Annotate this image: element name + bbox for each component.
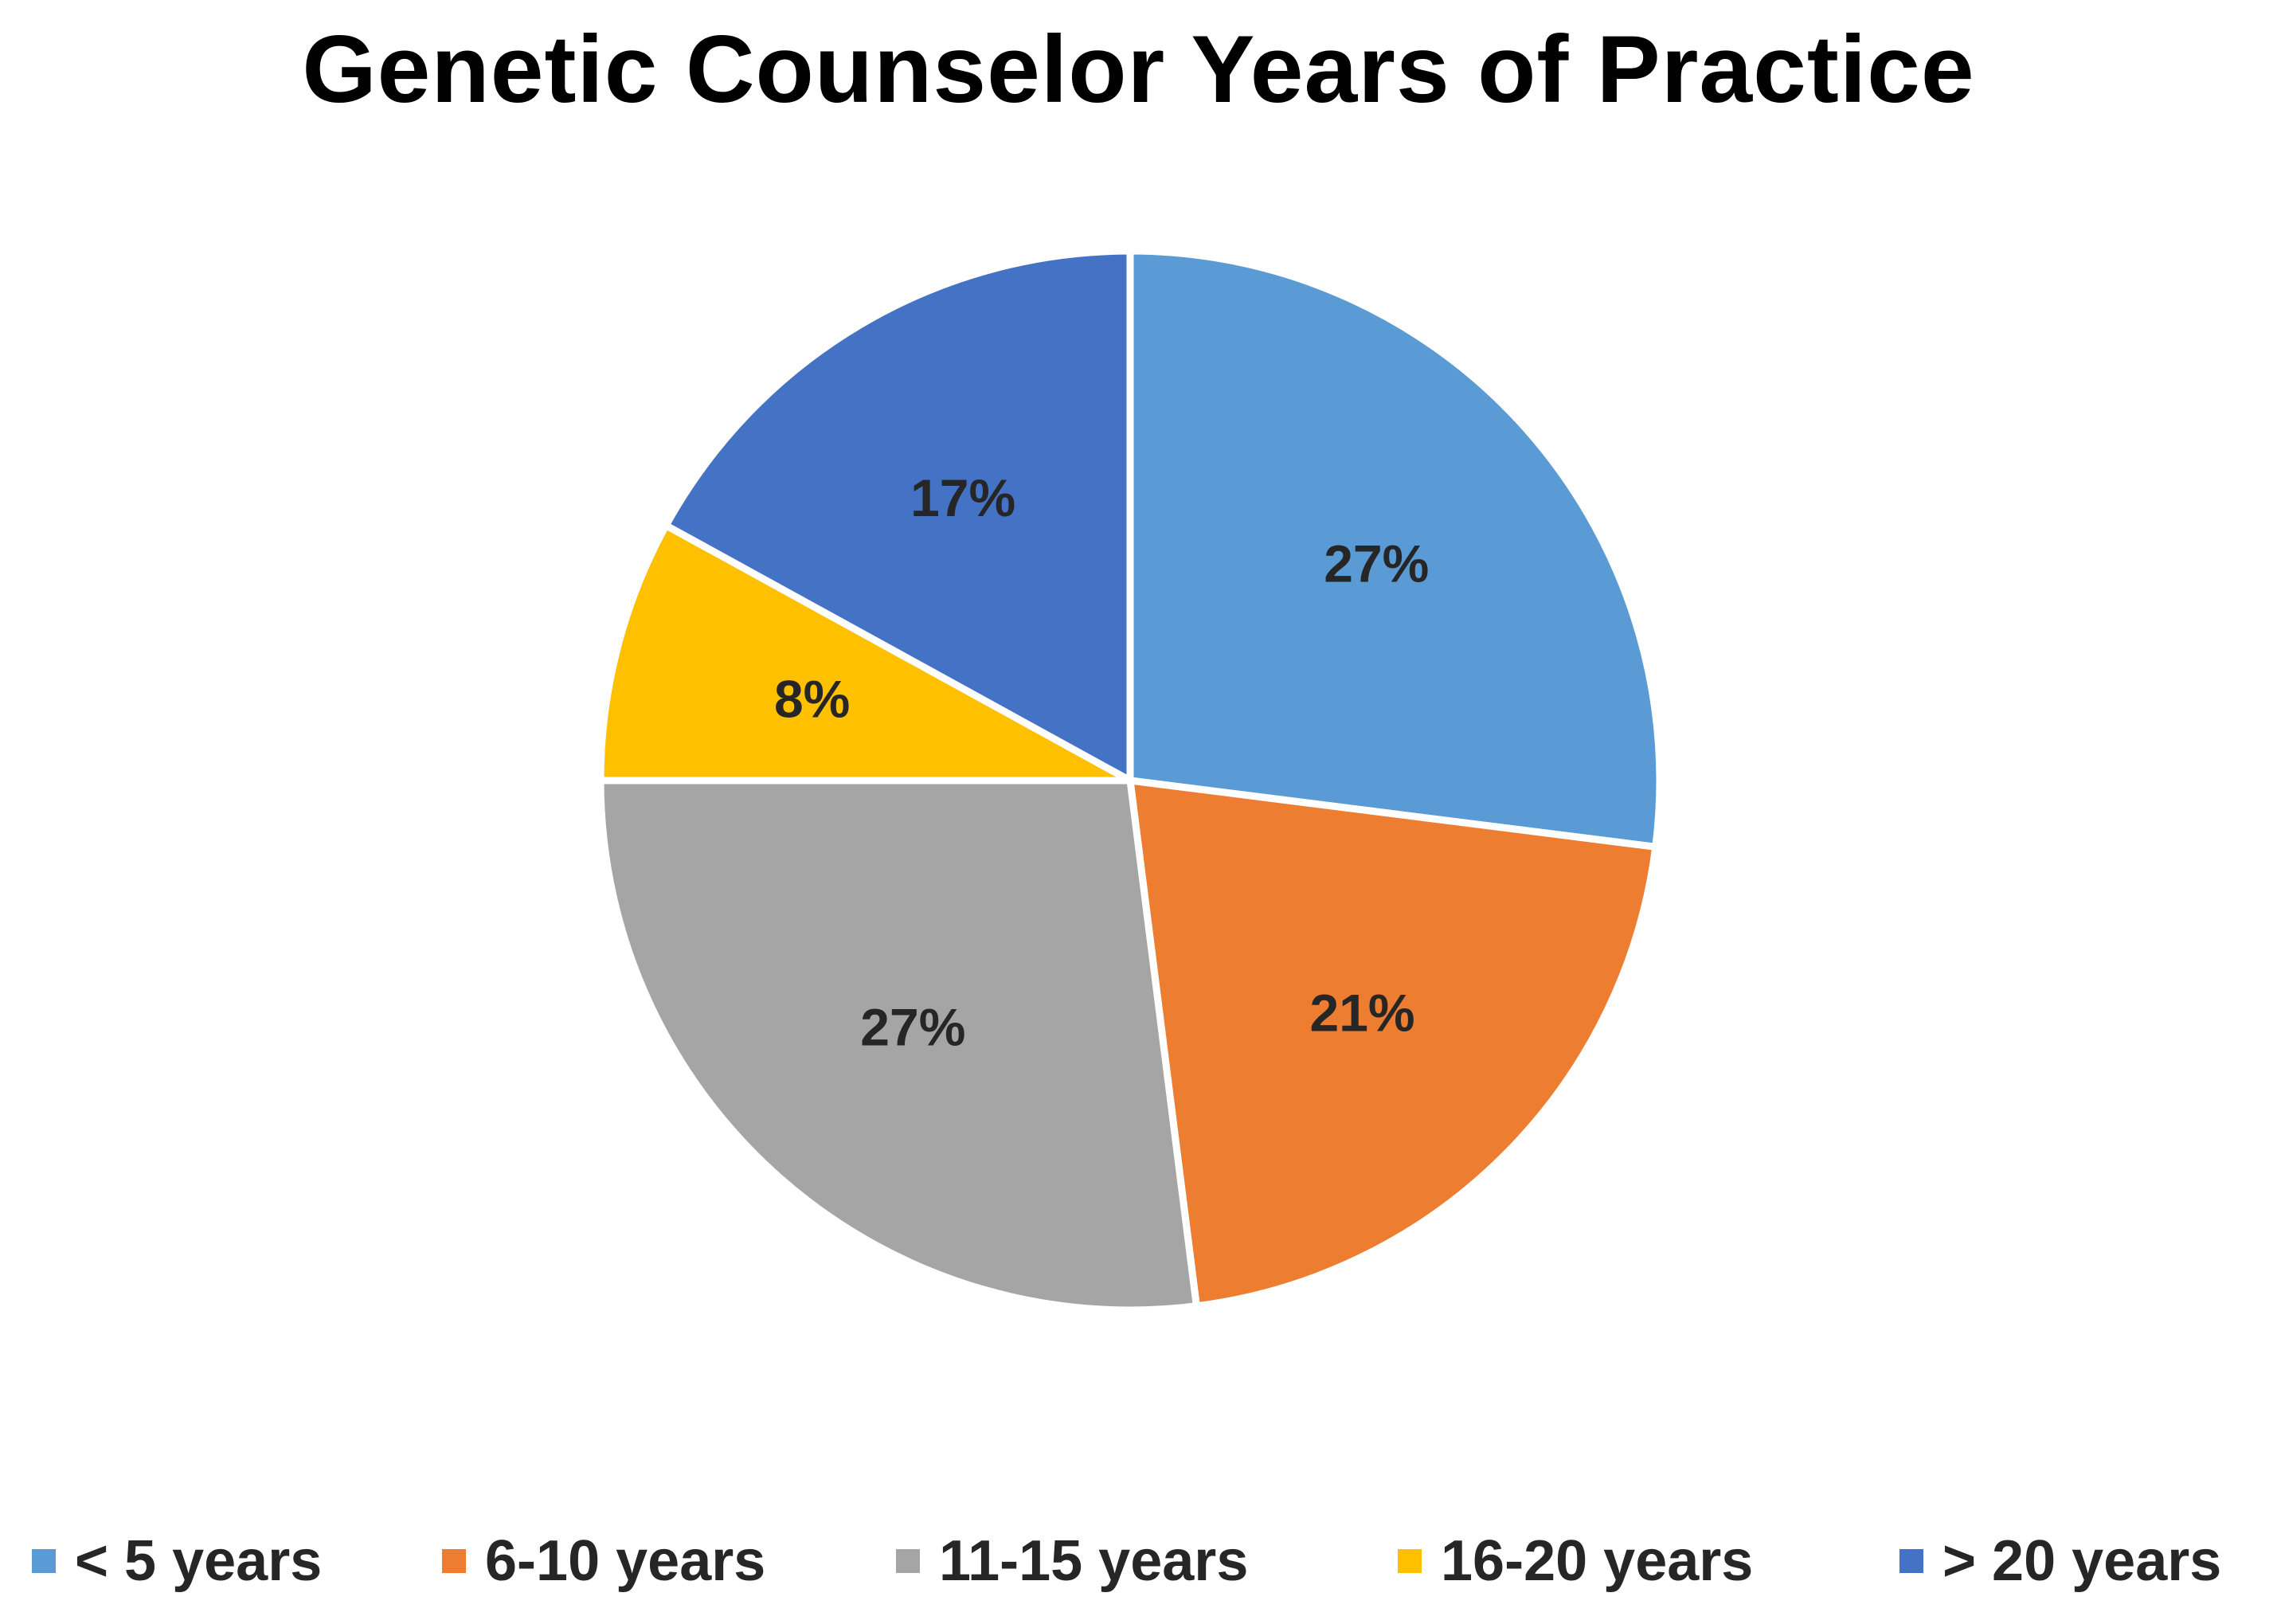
legend-item-6-10-years: 6-10 years (442, 1525, 765, 1597)
pie-data-labels: 27% 21% 27% 8% 17% (774, 468, 1429, 1056)
legend-swatch (896, 1549, 920, 1573)
legend-label: 11-15 years (939, 1529, 1249, 1593)
chart-title: Genetic Counselor Years of Practice (302, 16, 1975, 123)
legend-label: 16-20 years (1441, 1529, 1754, 1593)
pie-slice-gt-20-years (662, 247, 1134, 785)
pie-slice-6-10-years (1126, 777, 1660, 1310)
legend-item-gt-20-years: > 20 years (1899, 1525, 2221, 1597)
legend: < 5 years 6-10 years 11-15 years 16-20 year… (0, 1525, 2277, 1597)
data-label-16-20-years: 8% (774, 669, 850, 728)
data-label-6-10-years: 21% (1309, 984, 1414, 1043)
legend-label: > 20 years (1942, 1529, 2222, 1593)
legend-swatch (442, 1549, 466, 1573)
pie-chart: 27% 21% 27% 8% 17% (597, 247, 1664, 1314)
data-label-gt-20-years: 17% (910, 468, 1015, 527)
data-label-11-15-years: 27% (860, 997, 965, 1056)
legend-swatch (1899, 1549, 1923, 1573)
legend-swatch (1398, 1549, 1422, 1573)
legend-item-11-15-years: 11-15 years (896, 1525, 1248, 1597)
pie-slice-11-15-years (597, 777, 1200, 1314)
legend-item-16-20-years: 16-20 years (1398, 1525, 1753, 1597)
pie-slices (597, 247, 1664, 1314)
pie-slice-16-20-years (597, 522, 1134, 785)
legend-item-lt-5-years: < 5 years (32, 1525, 322, 1597)
legend-label: < 5 years (75, 1529, 323, 1593)
legend-label: 6-10 years (485, 1529, 766, 1593)
data-label-lt-5-years: 27% (1324, 534, 1429, 593)
pie-slice-lt-5-years (1126, 247, 1664, 851)
legend-swatch (32, 1549, 56, 1573)
